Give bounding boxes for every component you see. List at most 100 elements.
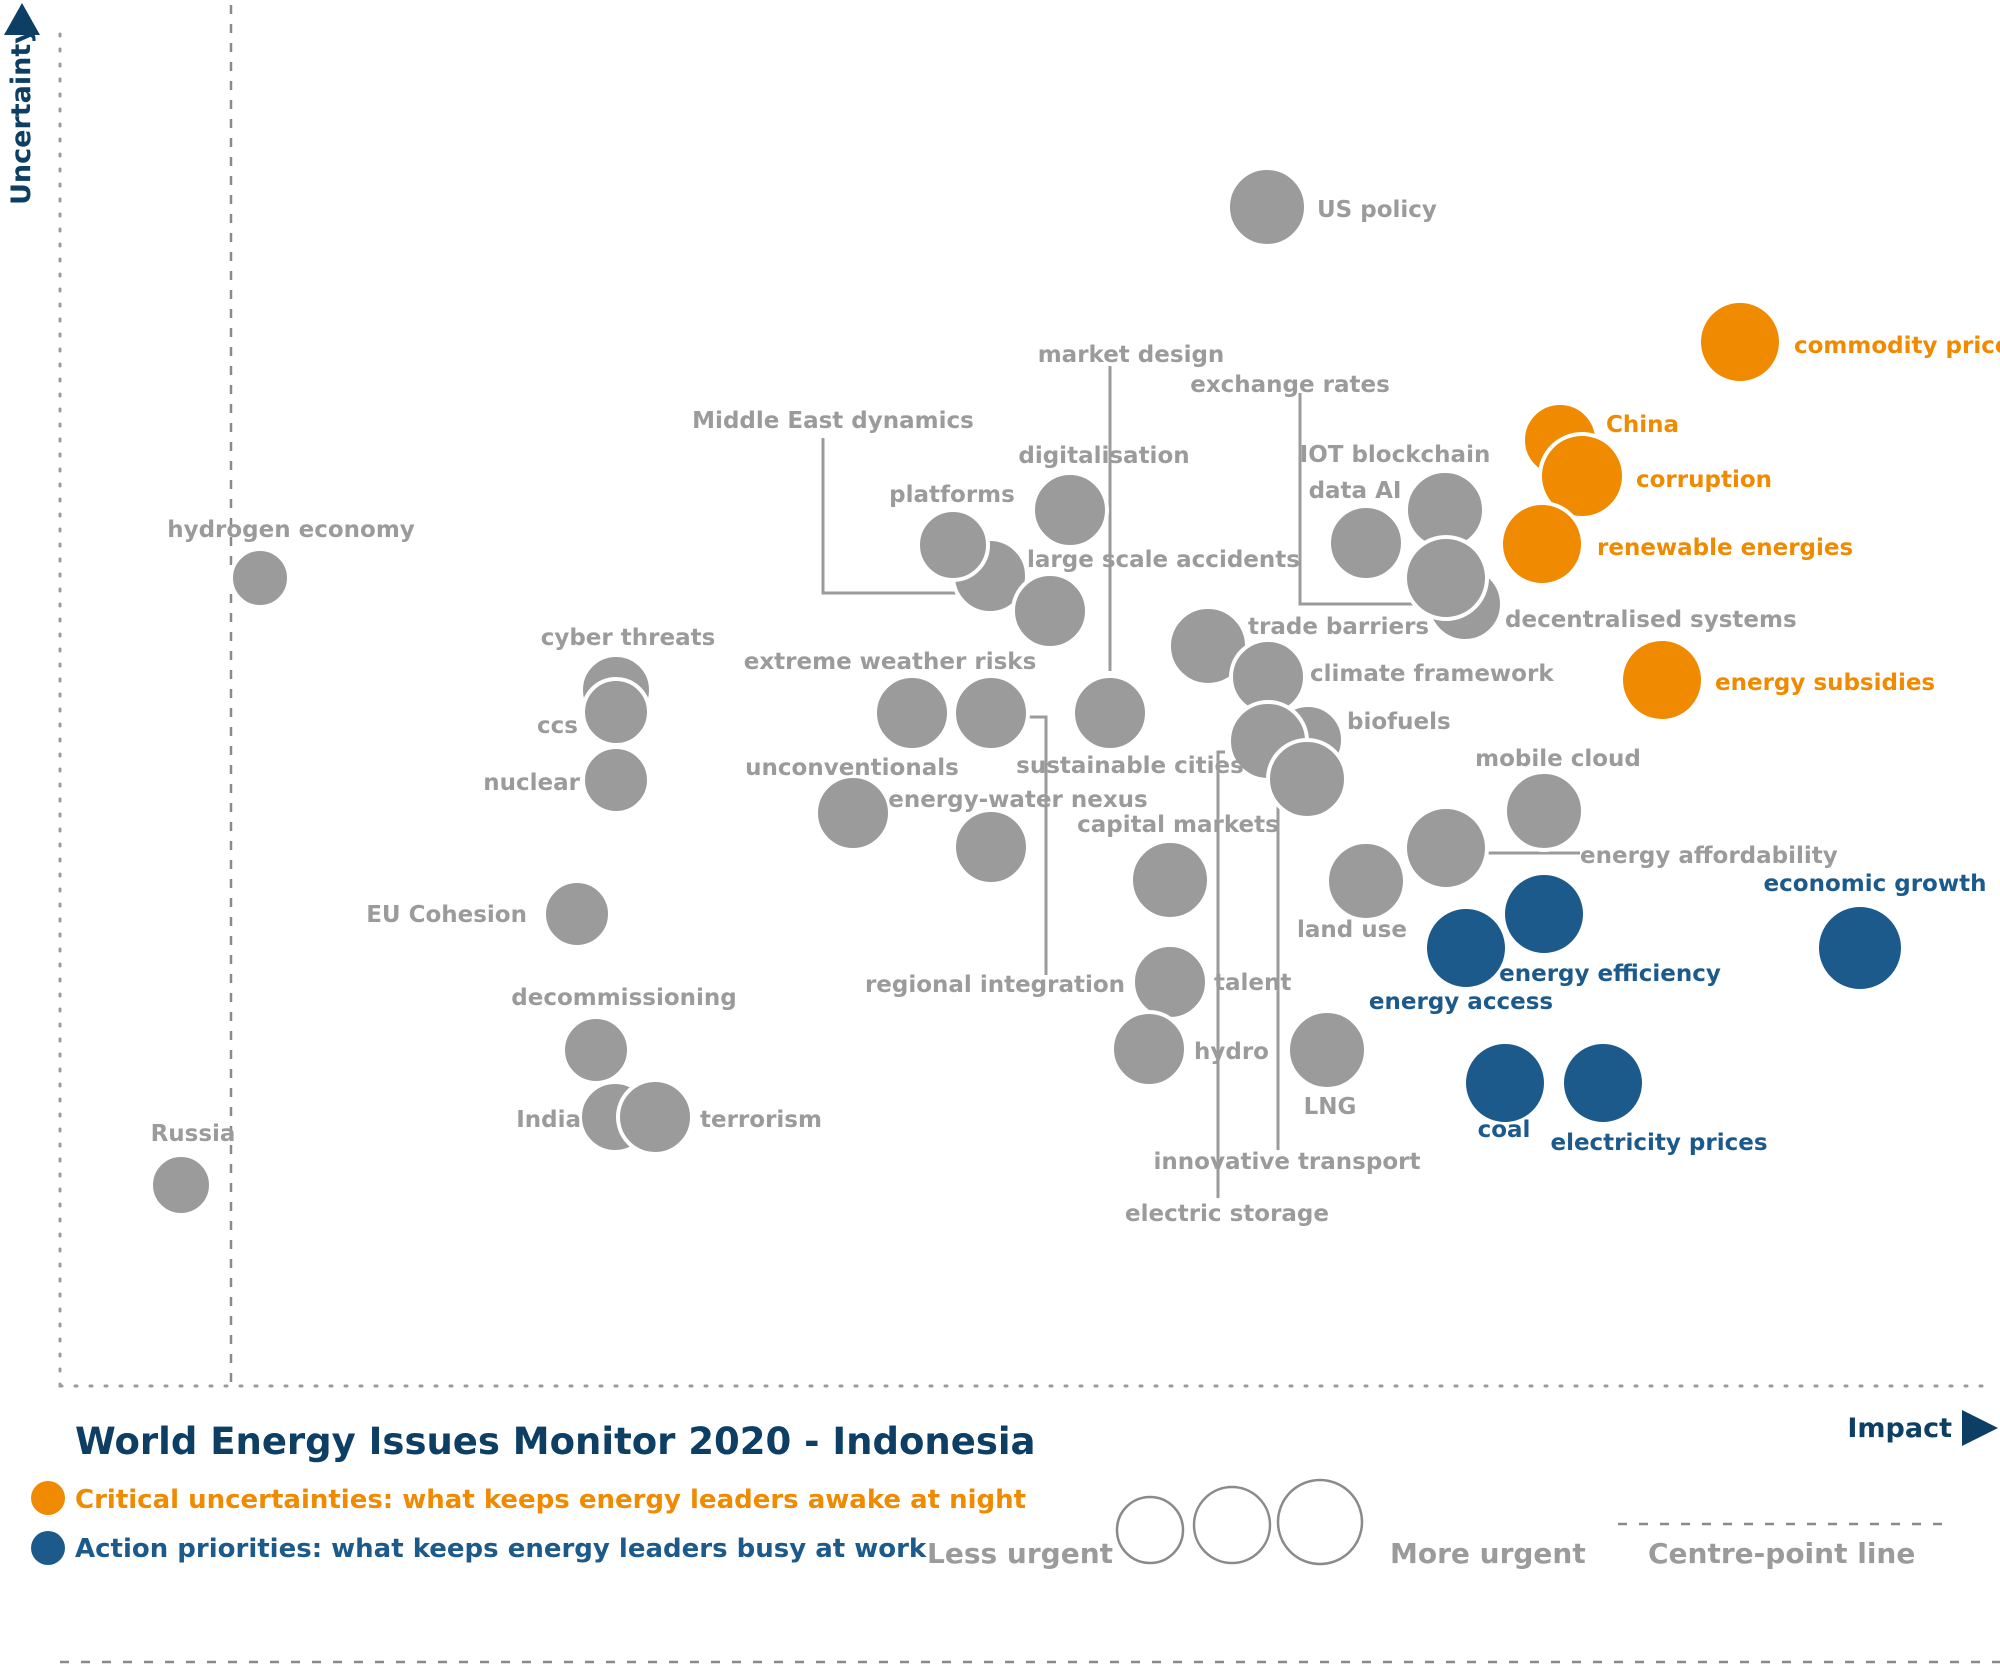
bubble-capital-markets: [1129, 839, 1211, 921]
label-land-use: land use: [1297, 917, 1407, 943]
legend-less-urgent: Less urgent: [927, 1537, 1113, 1570]
label-energy-access: energy access: [1369, 989, 1553, 1015]
bubble-terrorism: [616, 1078, 694, 1156]
bubble-economic-growth: [1815, 903, 1905, 993]
label-terrorism: terrorism: [700, 1107, 822, 1133]
bubble-lng: [1286, 1009, 1368, 1091]
label-regional-integration: regional integration: [865, 972, 1125, 998]
labels-layer: US policy commodity prices market design ex…: [151, 197, 2000, 1227]
bubble-land-use: [1325, 840, 1407, 922]
label-trade-barriers: trade barriers: [1248, 614, 1429, 640]
legend-size-large: [1276, 1478, 1364, 1566]
bubble-russia: [149, 1153, 213, 1217]
bubble-decentralised-systems: [1403, 535, 1489, 621]
bubble-platforms: [916, 508, 990, 582]
legend-more-urgent: More urgent: [1390, 1537, 1586, 1570]
bubble-commodity-prices: [1697, 299, 1783, 385]
bubble-ccs: [581, 677, 651, 747]
x-axis-arrow-icon: [1962, 1410, 1998, 1446]
label-talent: talent: [1214, 970, 1291, 996]
bubble-sustainable-cities: [1071, 674, 1149, 752]
label-hydro: hydro: [1194, 1039, 1269, 1065]
label-hydrogen-economy: hydrogen economy: [167, 517, 415, 543]
label-russia: Russia: [151, 1121, 236, 1147]
bubble-electricity-prices: [1560, 1040, 1646, 1126]
bubble-unconventionals: [814, 774, 892, 852]
bubble-extreme-weather-risks: [873, 674, 951, 752]
label-economic-growth: economic growth: [1764, 871, 1987, 897]
bubble-renewable-energies: [1499, 501, 1585, 587]
bubble-corruption: [1538, 432, 1626, 520]
label-coal: coal: [1478, 1117, 1531, 1143]
bubble-hydro: [1110, 1010, 1188, 1088]
label-decentralised-systems: decentralised systems: [1505, 607, 1797, 633]
leader-line-exchange-rates: [1298, 393, 1465, 606]
label-iot-blockchain: IOT blockchain: [1300, 442, 1491, 468]
label-renewable-energies: renewable energies: [1597, 535, 1853, 561]
label-digitalisation: digitalisation: [1018, 443, 1189, 469]
bubble-us-policy: [1226, 166, 1308, 248]
bubble-large-scale-accidents: [1011, 572, 1089, 650]
label-energy-affordability: energy affordability: [1580, 843, 1838, 869]
label-us-policy: US policy: [1317, 197, 1437, 223]
legend-action-dot: [31, 1531, 65, 1565]
label-energy-subsidies: energy subsidies: [1715, 670, 1935, 696]
bubble-energy-subsidies: [1619, 637, 1705, 723]
bubble-hydrogen-economy: [229, 547, 291, 609]
legend-critical-text: Critical uncertainties: what keeps energ…: [75, 1485, 1026, 1515]
label-mobile-cloud: mobile cloud: [1475, 746, 1641, 772]
label-cyber-threats: cyber threats: [541, 625, 716, 651]
y-axis-arrow-icon: [4, 3, 40, 35]
label-india: India: [516, 1107, 581, 1133]
bubble-regional-integration: [952, 674, 1030, 752]
bubble-data-ai: [1327, 504, 1405, 582]
label-commodity-prices: commodity prices: [1794, 333, 2000, 359]
legend-critical-dot: [31, 1481, 65, 1515]
label-energy-water-nexus: energy-water nexus: [888, 787, 1148, 813]
x-axis-title: Impact: [1847, 1413, 1952, 1444]
label-platforms: platforms: [889, 482, 1015, 508]
bubble-coal: [1462, 1040, 1548, 1126]
label-biofuels: biofuels: [1347, 709, 1451, 735]
label-market-design: market design: [1038, 342, 1225, 368]
legend-size-medium: [1192, 1485, 1272, 1565]
bubble-nuclear: [581, 745, 651, 815]
label-climate-framework: climate framework: [1310, 661, 1554, 687]
label-unconventionals: unconventionals: [745, 755, 959, 781]
label-exchange-rates: exchange rates: [1190, 372, 1390, 398]
bubble-energy-efficiency: [1501, 871, 1587, 957]
label-lng: LNG: [1304, 1094, 1357, 1120]
bubble-talent: [1131, 943, 1209, 1021]
label-ccs: ccs: [537, 713, 578, 739]
bubble-digitalisation: [1031, 471, 1109, 549]
chart-title: World Energy Issues Monitor 2020 - Indon…: [75, 1420, 1036, 1463]
legend-action-text: Action priorities: what keeps energy lea…: [75, 1534, 927, 1564]
bubble-innovative-transport: [1266, 738, 1348, 820]
leader-line-middle-east: [821, 438, 990, 595]
bubble-eu-cohesion: [542, 879, 612, 949]
label-decommissioning: decommissioning: [511, 985, 736, 1011]
label-electricity-prices: electricity prices: [1550, 1130, 1767, 1156]
label-innovative-transport: innovative transport: [1154, 1149, 1421, 1175]
bubbles-layer: [149, 166, 1905, 1217]
label-eu-cohesion: EU Cohesion: [366, 902, 527, 928]
label-data-ai: data AI: [1309, 478, 1402, 504]
label-china: China: [1606, 412, 1679, 438]
bubble-energy-access: [1423, 905, 1509, 991]
label-energy-efficiency: energy efficiency: [1499, 961, 1721, 987]
bubble-energy-affordability: [1403, 805, 1489, 891]
label-large-scale-accidents: large scale accidents: [1027, 547, 1300, 573]
bubble-energy-water-nexus: [952, 808, 1030, 886]
label-middle-east-dynamics: Middle East dynamics: [692, 408, 974, 434]
label-electric-storage: electric storage: [1125, 1201, 1329, 1227]
y-axis-title: Uncertainty: [6, 26, 37, 205]
bubble-decommissioning: [561, 1015, 631, 1085]
legend-size-small: [1115, 1495, 1185, 1565]
label-sustainable-cities: sustainable cities: [1016, 753, 1244, 779]
bubble-mobile-cloud: [1503, 770, 1585, 852]
label-extreme-weather-risks: extreme weather risks: [744, 649, 1037, 675]
leader-line-electric-storage: [1216, 750, 1225, 1198]
label-nuclear: nuclear: [483, 770, 580, 796]
label-capital-markets: capital markets: [1077, 812, 1279, 838]
